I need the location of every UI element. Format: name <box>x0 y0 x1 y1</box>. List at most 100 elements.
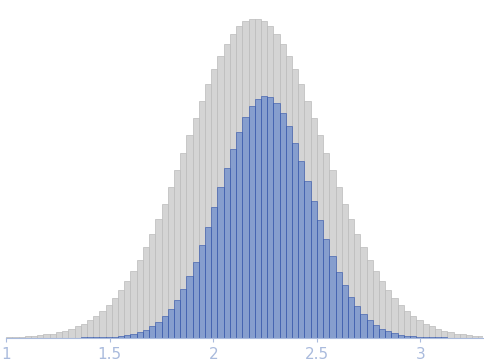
Bar <box>199 101 205 338</box>
Bar <box>13 337 18 338</box>
Bar <box>217 56 224 338</box>
Bar <box>87 320 93 338</box>
Bar <box>81 323 87 338</box>
Bar <box>354 234 361 338</box>
Bar <box>56 332 62 338</box>
Bar <box>162 316 168 338</box>
Bar <box>335 187 342 338</box>
Bar <box>68 329 75 338</box>
Bar <box>348 297 354 338</box>
Bar <box>416 320 423 338</box>
Bar <box>193 118 199 338</box>
Bar <box>112 298 118 338</box>
Bar <box>205 227 211 338</box>
Bar <box>242 117 249 338</box>
Bar <box>298 161 304 338</box>
Bar <box>410 337 416 338</box>
Bar <box>180 153 186 338</box>
Bar <box>180 289 186 338</box>
Bar <box>199 245 205 338</box>
Bar <box>149 326 155 338</box>
Bar <box>249 106 255 338</box>
Bar <box>323 239 329 338</box>
Bar <box>131 271 136 338</box>
Bar <box>25 336 31 338</box>
Bar <box>311 118 317 338</box>
Bar <box>205 85 211 338</box>
Bar <box>416 337 423 338</box>
Bar <box>155 219 162 338</box>
Bar <box>50 334 56 338</box>
Bar <box>348 219 354 338</box>
Bar <box>131 334 136 338</box>
Bar <box>242 21 249 338</box>
Bar <box>304 181 311 338</box>
Bar <box>124 281 131 338</box>
Bar <box>230 149 236 338</box>
Bar <box>99 337 106 338</box>
Bar <box>174 300 180 338</box>
Bar <box>404 311 410 338</box>
Bar <box>460 334 466 338</box>
Bar <box>447 332 454 338</box>
Bar <box>267 26 273 338</box>
Bar <box>149 234 155 338</box>
Bar <box>62 331 68 338</box>
Bar <box>454 334 460 338</box>
Bar <box>261 21 267 338</box>
Bar <box>211 69 217 338</box>
Bar <box>366 320 373 338</box>
Bar <box>75 326 81 338</box>
Bar <box>286 126 292 338</box>
Bar <box>273 34 280 338</box>
Bar <box>366 260 373 338</box>
Bar <box>124 335 131 338</box>
Bar <box>280 44 286 338</box>
Bar <box>168 309 174 338</box>
Bar <box>236 26 242 338</box>
Bar <box>304 101 311 338</box>
Bar <box>249 19 255 338</box>
Bar <box>292 143 298 338</box>
Bar <box>323 153 329 338</box>
Bar <box>162 204 168 338</box>
Bar <box>342 285 348 338</box>
Bar <box>392 333 398 338</box>
Bar <box>441 331 447 338</box>
Bar <box>404 336 410 338</box>
Bar <box>329 256 335 338</box>
Bar <box>398 335 404 338</box>
Bar <box>423 323 429 338</box>
Bar <box>392 298 398 338</box>
Bar <box>479 336 484 338</box>
Bar <box>435 329 441 338</box>
Bar <box>174 170 180 338</box>
Bar <box>379 281 385 338</box>
Bar <box>224 168 230 338</box>
Bar <box>267 97 273 338</box>
Bar <box>373 325 379 338</box>
Bar <box>385 290 392 338</box>
Bar <box>211 207 217 338</box>
Bar <box>136 332 143 338</box>
Bar <box>31 336 37 338</box>
Bar <box>44 334 50 338</box>
Bar <box>224 44 230 338</box>
Bar <box>410 316 416 338</box>
Bar <box>273 103 280 338</box>
Bar <box>311 201 317 338</box>
Bar <box>6 337 13 338</box>
Bar <box>423 337 429 338</box>
Bar <box>261 95 267 338</box>
Bar <box>18 337 25 338</box>
Bar <box>118 336 124 338</box>
Bar <box>168 187 174 338</box>
Bar <box>193 262 199 338</box>
Bar <box>37 335 44 338</box>
Bar <box>155 322 162 338</box>
Bar <box>143 330 149 338</box>
Bar <box>429 326 435 338</box>
Bar <box>466 335 472 338</box>
Bar <box>335 272 342 338</box>
Bar <box>329 170 335 338</box>
